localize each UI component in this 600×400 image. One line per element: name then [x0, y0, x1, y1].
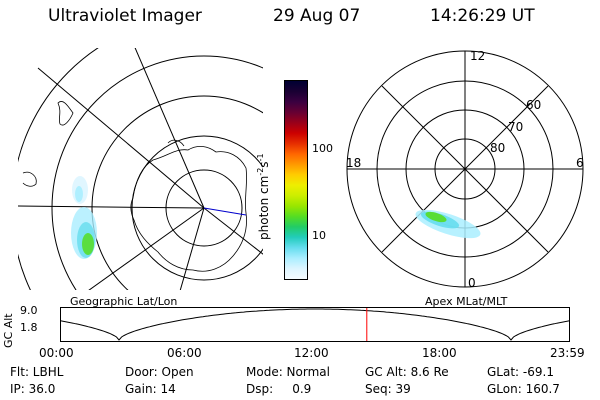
info-filter: Flt: LBHL: [10, 365, 64, 379]
date-label: 29 Aug 07: [273, 6, 361, 26]
auroral-emission-geo: [71, 176, 97, 259]
lat-circle-4: [51, 55, 263, 290]
colorbar-tick-10: 10: [312, 229, 326, 242]
timeline-plot: [60, 307, 570, 342]
mlt-label-12: 12: [470, 49, 485, 63]
mlat-label-70: 70: [508, 120, 523, 134]
auroral-emission-polar: [415, 209, 481, 239]
meridian-3: [134, 48, 205, 209]
orbit-altitude-curve: [60, 308, 570, 341]
timeline-y-label-top: 9.0: [20, 304, 38, 317]
colorbar: [284, 80, 308, 280]
info-glat: GLat: -69.1: [487, 365, 554, 379]
meridian-6: [203, 207, 263, 255]
timeline-x-label-3: 18:00: [422, 346, 457, 360]
satellite-track: [203, 207, 247, 216]
lat-circle-3: [91, 95, 263, 290]
timeline-frame: [60, 307, 570, 342]
lat-circle-2: [131, 135, 263, 281]
meridian-2: [37, 67, 205, 209]
info-seq: Seq: 39: [365, 382, 411, 396]
mlt-label-18: 18: [346, 156, 361, 170]
colorbar-gradient: [285, 81, 307, 279]
timeline-x-label-2: 12:00: [294, 346, 329, 360]
mlt-line-diag-2: [381, 85, 549, 253]
polar-plot: 12 18 6 0 60 70 80: [346, 49, 584, 290]
timeline-x-label-4: 23:59: [550, 346, 585, 360]
mlat-label-80: 80: [490, 141, 505, 155]
info-gain: Gain: 14: [125, 382, 176, 396]
colorbar-unit-text: photon cm: [257, 175, 271, 240]
info-door: Door: Open: [125, 365, 194, 379]
info-ip: IP: 36.0: [10, 382, 56, 396]
meridian-1: [18, 205, 205, 209]
colorbar-tick-100: 100: [312, 142, 333, 155]
island-coastline: [57, 101, 74, 126]
coast-fragment: [22, 171, 37, 187]
info-dsp: Dsp: 0.9: [246, 382, 312, 396]
instrument-title: Ultraviolet Imager: [48, 6, 202, 26]
colorbar-unit-exp2: -1: [256, 153, 265, 162]
colorbar-unit-exp1: -2: [256, 167, 265, 176]
mlat-label-60: 60: [526, 98, 541, 112]
left-panel-label: Geographic Lat/Lon: [70, 295, 178, 308]
info-gc-alt: GC Alt: 8.6 Re: [365, 365, 449, 379]
timeline-x-label-0: 00:00: [39, 346, 74, 360]
antarctica-coastline: [130, 146, 247, 272]
meridian-5: [179, 207, 205, 290]
meridian-4: [88, 207, 205, 290]
colorbar-unit-label: photon cm-2s-1: [256, 153, 271, 240]
timeline-y-label-bottom: 1.8: [20, 321, 38, 334]
time-label: 14:26:29 UT: [430, 6, 535, 26]
mlt-label-6: 6: [576, 156, 584, 170]
info-mode: Mode: Normal: [246, 365, 330, 379]
coast-fragment-2: [167, 139, 185, 147]
right-panel-label: Apex MLat/MLT: [425, 295, 508, 308]
timeline-x-label-1: 06:00: [167, 346, 202, 360]
geographic-map: [18, 48, 263, 290]
colorbar-unit-mid: s: [257, 161, 271, 168]
info-glon: GLon: 160.7: [487, 382, 560, 396]
mlt-label-0: 0: [468, 276, 476, 290]
timeline-axis-title: GC Alt: [2, 313, 15, 348]
